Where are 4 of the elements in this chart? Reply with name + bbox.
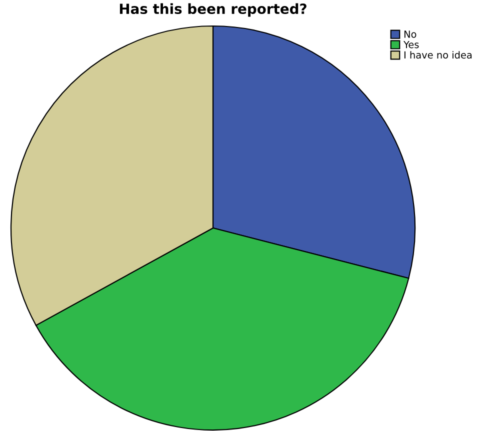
legend-label: No [404,30,416,38]
chart-title: Has this been reported? [120,3,306,17]
legend-label: I have no idea [404,51,472,59]
legend-label: Yes [403,40,419,48]
